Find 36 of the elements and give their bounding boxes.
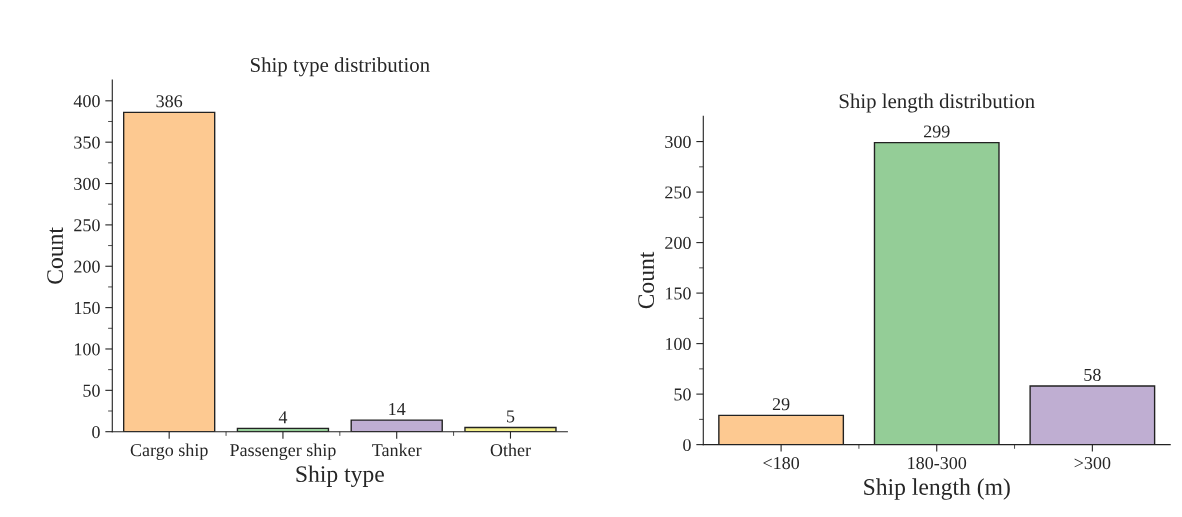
data-label: 4 [278, 411, 288, 424]
chart-title: Ship type distribution [250, 57, 430, 77]
x-axis-title: Ship length (m) [864, 478, 1010, 500]
y-tick-label: 400 [73, 95, 100, 108]
x-tick-label: Other [490, 443, 531, 457]
x-tick-label: Tanker [372, 443, 422, 457]
y-tick-label: 50 [83, 384, 100, 397]
chart-title: Ship length distribution [839, 93, 1035, 113]
y-tick-label: 250 [665, 186, 691, 199]
x-axis-title: Ship type [296, 465, 384, 487]
data-label: 58 [1084, 368, 1101, 381]
x-tick-label: Passenger ship [230, 443, 336, 460]
x-tick-label: 180-300 [908, 456, 967, 470]
y-tick-label: 300 [665, 135, 691, 149]
y-tick-label: 250 [74, 219, 100, 232]
y-tick-label: 100 [74, 343, 100, 356]
data-label: 14 [389, 402, 406, 415]
x-tick-label: Cargo ship [130, 443, 208, 460]
data-label: 299 [923, 125, 950, 138]
y-tick-label: 300 [74, 177, 100, 190]
y-tick-label: 50 [674, 388, 691, 401]
data-label: 5 [507, 410, 515, 423]
data-label: 386 [156, 95, 183, 108]
y-tick-label: 350 [74, 136, 100, 149]
y-tick-label: 0 [92, 425, 100, 439]
y-axis-title: Count [638, 251, 655, 309]
data-label: 29 [772, 398, 790, 411]
y-tick-label: 0 [683, 438, 691, 452]
y-tick-label: 200 [74, 260, 100, 273]
x-tick-label: >300 [1074, 456, 1111, 470]
y-tick-label: 100 [665, 337, 691, 351]
y-tick-label: 150 [665, 287, 691, 300]
y-tick-label: 150 [74, 301, 100, 315]
y-tick-label: 200 [665, 236, 691, 250]
x-tick-label: <180 [763, 456, 800, 470]
y-axis-title: Count [47, 227, 64, 284]
